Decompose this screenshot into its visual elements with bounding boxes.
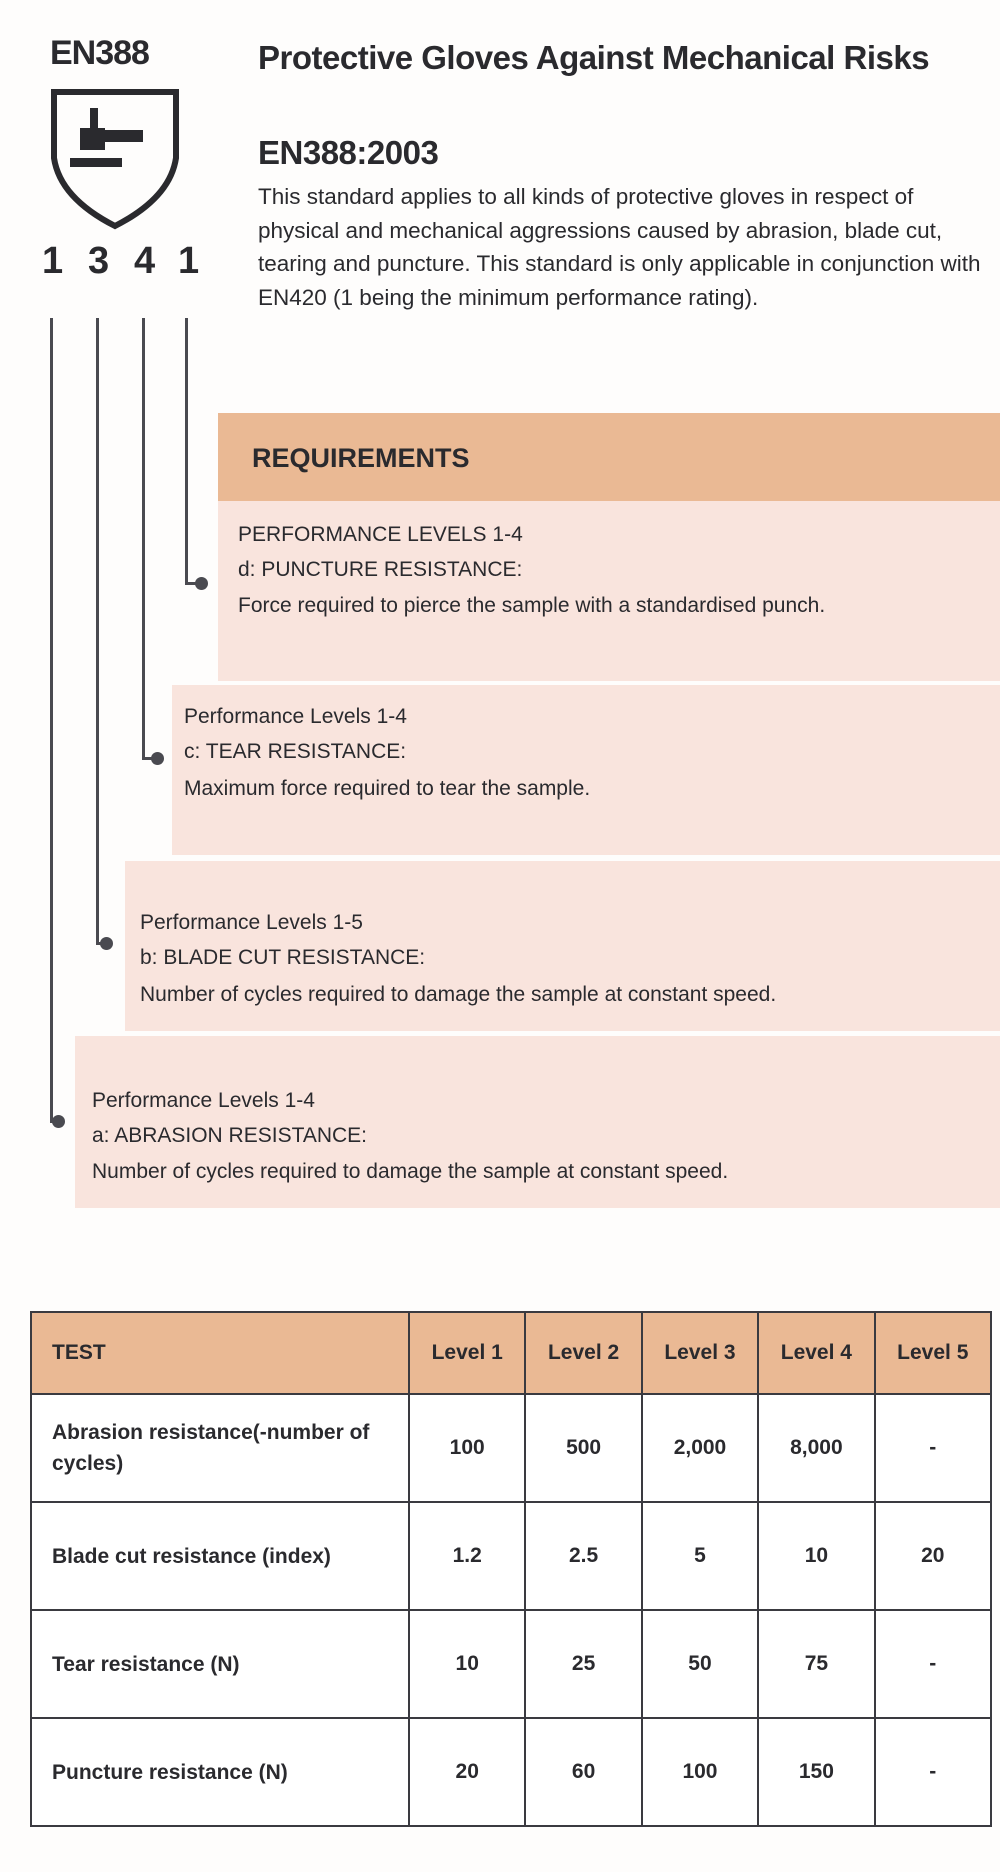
cell: 500: [524, 1393, 643, 1503]
cell: -: [873, 1393, 993, 1503]
column-header: Level 4: [757, 1311, 876, 1395]
cell: 25: [524, 1609, 643, 1719]
cell: 10: [757, 1501, 876, 1611]
cell: 20: [873, 1501, 993, 1611]
column-header: Level 5: [873, 1311, 993, 1395]
performance-levels-table: TEST Level 1 Level 2 Level 3 Level 4 Lev…: [30, 1311, 993, 1827]
cell: 8,000: [757, 1393, 876, 1503]
test-name: Abrasion resistance(-number of cycles): [30, 1393, 410, 1503]
requirement-desc: Number of cycles required to damage the …: [140, 983, 777, 1006]
table-row: Puncture resistance (N) 20 60 100 150 -: [30, 1717, 993, 1827]
table-row: Blade cut resistance (index) 1.2 2.5 5 1…: [30, 1501, 993, 1611]
requirement-name: b: BLADE CUT RESISTANCE:: [140, 946, 426, 969]
test-name: Blade cut resistance (index): [30, 1501, 410, 1611]
hammer-shield-icon: [51, 89, 179, 230]
cell: 100: [407, 1393, 527, 1503]
requirement-desc: Maximum force required to tear the sampl…: [184, 777, 591, 800]
rating-blade-cut: 3: [88, 240, 110, 282]
column-header: Level 1: [407, 1311, 527, 1395]
table-header-row: TEST Level 1 Level 2 Level 3 Level 4 Lev…: [30, 1311, 993, 1395]
column-header: Level 2: [524, 1311, 643, 1395]
connector-line-d: [185, 582, 201, 585]
standard-code: EN388:2003: [258, 134, 439, 171]
connector-dot-a: [52, 1115, 65, 1128]
test-name: Tear resistance (N): [30, 1609, 410, 1719]
cell: 5: [640, 1501, 760, 1611]
connector-dot-c: [151, 752, 164, 765]
page-title: Protective Gloves Against Mechanical Ris…: [258, 39, 930, 76]
en388-label: EN388: [50, 34, 150, 72]
connector-line-c: [142, 757, 156, 760]
cell: 150: [757, 1717, 876, 1827]
cell: 50: [640, 1609, 760, 1719]
requirement-blade-cut: Performance Levels 1-5 b: BLADE CUT RESI…: [125, 861, 1000, 1031]
connector-dot-d: [195, 577, 208, 590]
table-row: Abrasion resistance(-number of cycles) 1…: [30, 1393, 993, 1503]
requirement-name: d: PUNCTURE RESISTANCE:: [238, 558, 523, 581]
requirement-puncture: PERFORMANCE LEVELS 1-4 d: PUNCTURE RESIS…: [218, 501, 1000, 681]
connector-line-b: [96, 318, 99, 944]
cell: 10: [407, 1609, 527, 1719]
intro-paragraph: This standard applies to all kinds of pr…: [258, 184, 981, 310]
cell: -: [873, 1609, 993, 1719]
connector-line-d: [185, 318, 188, 584]
rating-puncture: 1: [178, 240, 200, 282]
requirement-levels: Performance Levels 1-5: [140, 911, 363, 934]
cell: 2,000: [640, 1393, 760, 1503]
connector-line-a: [50, 318, 53, 1122]
requirement-levels: Performance Levels 1-4: [92, 1089, 315, 1112]
requirement-desc: Force required to pierce the sample with…: [238, 594, 826, 617]
cell: 75: [757, 1609, 876, 1719]
requirements-header: REQUIREMENTS: [218, 413, 1000, 501]
table-row: Tear resistance (N) 10 25 50 75 -: [30, 1609, 993, 1719]
connector-line-c: [142, 318, 145, 759]
test-name: Puncture resistance (N): [30, 1717, 410, 1827]
rating-abrasion: 1: [42, 240, 64, 282]
cell: -: [873, 1717, 993, 1827]
requirement-abrasion: Performance Levels 1-4 a: ABRASION RESIS…: [75, 1036, 1000, 1208]
requirement-levels: Performance Levels 1-4: [184, 705, 407, 728]
rating-tear: 4: [134, 240, 156, 282]
requirement-tear: Performance Levels 1-4 c: TEAR RESISTANC…: [172, 685, 1000, 855]
cell: 2.5: [524, 1501, 643, 1611]
column-header: TEST: [30, 1311, 410, 1395]
cell: 20: [407, 1717, 527, 1827]
column-header: Level 3: [640, 1311, 760, 1395]
requirement-desc: Number of cycles required to damage the …: [92, 1160, 729, 1183]
cell: 1.2: [407, 1501, 527, 1611]
requirement-name: c: TEAR RESISTANCE:: [184, 740, 407, 763]
requirement-levels: PERFORMANCE LEVELS 1-4: [238, 523, 523, 546]
cell: 100: [640, 1717, 760, 1827]
requirements-heading: REQUIREMENTS: [252, 443, 470, 473]
connector-dot-b: [100, 937, 113, 950]
requirement-name: a: ABRASION RESISTANCE:: [92, 1124, 368, 1147]
cell: 60: [524, 1717, 643, 1827]
